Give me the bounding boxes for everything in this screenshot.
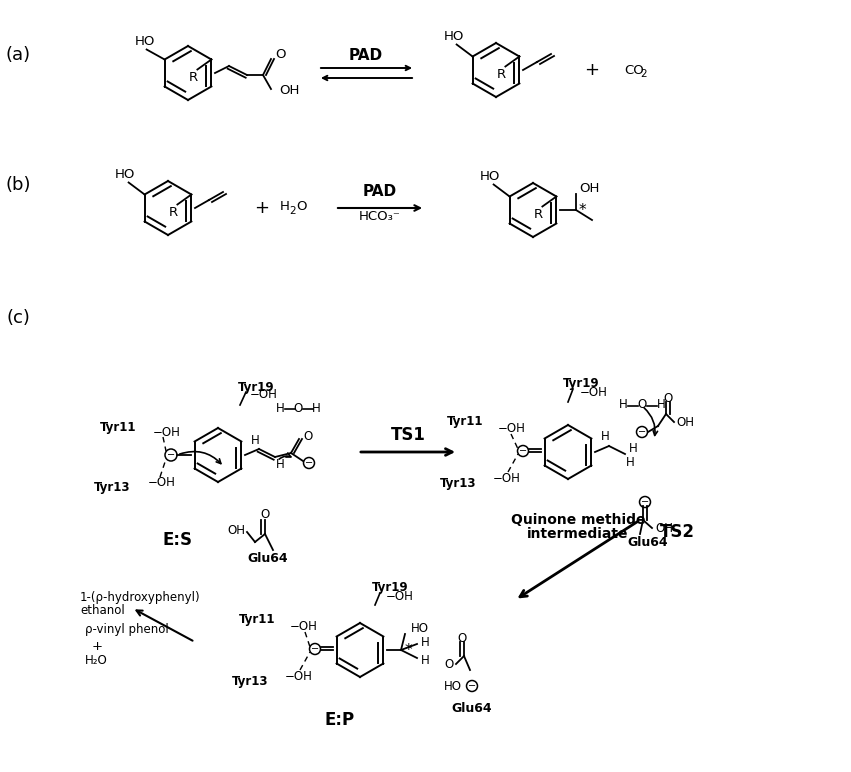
Text: H₂O: H₂O [85,654,108,666]
Text: H: H [657,398,665,411]
Text: −OH: −OH [580,385,608,398]
Text: (b): (b) [5,176,31,194]
Text: O: O [303,429,312,442]
Text: −: − [167,450,175,460]
Text: R: R [497,68,506,81]
Text: +: + [585,61,599,79]
Text: OH: OH [655,522,673,534]
Text: HO: HO [479,170,500,183]
Text: −: − [468,681,476,691]
Text: Tyr19: Tyr19 [563,378,600,391]
Text: (a): (a) [5,46,31,64]
Text: HO: HO [411,621,429,635]
Text: H: H [276,459,284,472]
Text: O: O [275,49,285,62]
Text: Tyr13: Tyr13 [439,478,476,490]
Text: R: R [189,71,198,84]
Text: O: O [260,507,270,520]
Text: Tyr13: Tyr13 [94,480,130,493]
Text: Tyr13: Tyr13 [231,676,268,689]
Text: −: − [305,458,313,468]
Text: O: O [637,398,647,411]
Text: E:S: E:S [163,531,193,549]
Text: (c): (c) [6,309,30,327]
Text: −OH: −OH [493,472,521,485]
Text: CO: CO [624,63,643,76]
Text: HO: HO [114,168,134,181]
Text: *: * [579,202,586,218]
Text: −OH: −OH [250,388,278,401]
Text: −: − [311,644,319,654]
Text: Quinone methide: Quinone methide [511,513,645,527]
Text: Glu64: Glu64 [452,702,493,715]
Text: TS2: TS2 [660,523,695,541]
Text: OH: OH [279,84,300,97]
Text: ρ-vinyl phenol: ρ-vinyl phenol [85,624,168,636]
Text: H: H [276,401,284,415]
Text: Tyr11: Tyr11 [447,415,483,428]
Text: ethanol: ethanol [80,604,125,618]
Text: HO: HO [134,35,155,48]
Text: −: − [641,497,649,507]
Text: +: + [92,639,103,652]
Text: R: R [168,206,178,219]
Text: H: H [251,434,260,446]
Text: 2: 2 [289,206,295,216]
Text: H: H [280,201,290,214]
Text: HO: HO [444,679,462,692]
Text: −: − [519,446,527,456]
Text: −OH: −OH [285,669,313,682]
Text: PAD: PAD [363,185,397,199]
Text: H: H [625,455,634,469]
Text: H: H [619,398,627,411]
Text: HO: HO [443,30,464,43]
Text: −OH: −OH [148,476,176,489]
Text: PAD: PAD [349,49,383,63]
Text: Glu64: Glu64 [248,551,288,564]
Text: intermediate: intermediate [528,527,629,541]
Text: H: H [311,401,320,415]
Text: +: + [254,199,270,217]
Text: −OH: −OH [386,590,414,602]
Text: Tyr11: Tyr11 [238,614,275,627]
Text: O: O [457,631,466,645]
Text: −OH: −OH [290,621,318,634]
Text: H: H [421,654,430,666]
Text: −OH: −OH [498,422,526,435]
Text: −: − [638,427,646,437]
Text: OH: OH [579,181,599,195]
Text: E:P: E:P [325,711,355,729]
Text: O: O [445,659,454,672]
Text: 2: 2 [640,69,647,79]
Text: TS1: TS1 [391,426,426,444]
Text: Tyr19: Tyr19 [238,381,275,394]
Text: *: * [405,642,413,658]
Text: 1-(ρ-hydroxyphenyl): 1-(ρ-hydroxyphenyl) [80,591,201,604]
Text: O: O [294,401,303,415]
Text: O: O [664,391,672,405]
Text: −OH: −OH [153,426,181,439]
Text: OH: OH [227,523,245,537]
Text: O: O [296,201,306,214]
Text: OH: OH [676,417,694,429]
Text: HCO₃⁻: HCO₃⁻ [359,209,401,222]
Text: R: R [534,208,543,221]
Text: Tyr19: Tyr19 [372,581,408,594]
Text: H: H [601,431,609,443]
Text: Tyr11: Tyr11 [100,421,136,434]
Text: H: H [421,635,430,648]
Text: H: H [629,442,637,455]
Text: Glu64: Glu64 [628,536,668,548]
